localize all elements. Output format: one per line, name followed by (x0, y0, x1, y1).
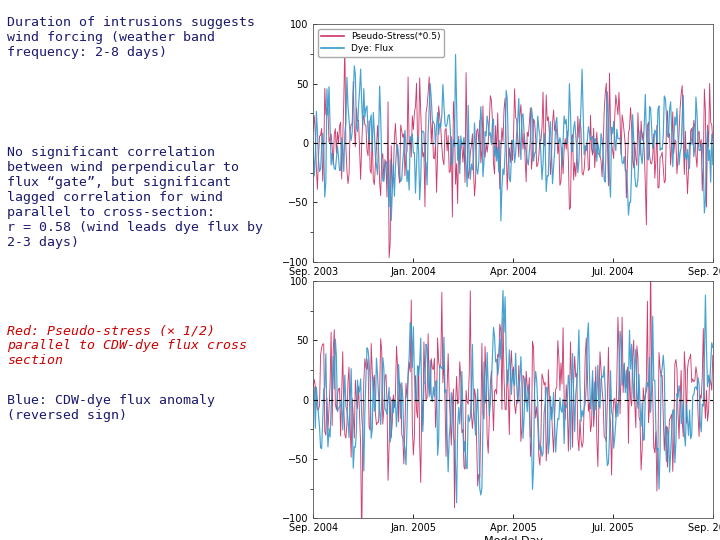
Text: Red: Pseudo-stress (× 1/2)
parallel to CDW-dye flux cross
section: Red: Pseudo-stress (× 1/2) parallel to C… (7, 324, 247, 367)
Legend: Pseudo-Stress(*0.5), Dye: Flux: Pseudo-Stress(*0.5), Dye: Flux (318, 29, 444, 57)
Text: Blue: CDW-dye flux anomaly
(reversed sign): Blue: CDW-dye flux anomaly (reversed sig… (7, 394, 215, 422)
Text: No significant correlation
between wind perpendicular to
flux “gate”, but signif: No significant correlation between wind … (7, 146, 264, 249)
Text: Duration of intrusions suggests
wind forcing (weather band
frequency: 2-8 days): Duration of intrusions suggests wind for… (7, 16, 255, 59)
X-axis label: Model Day: Model Day (484, 536, 542, 540)
